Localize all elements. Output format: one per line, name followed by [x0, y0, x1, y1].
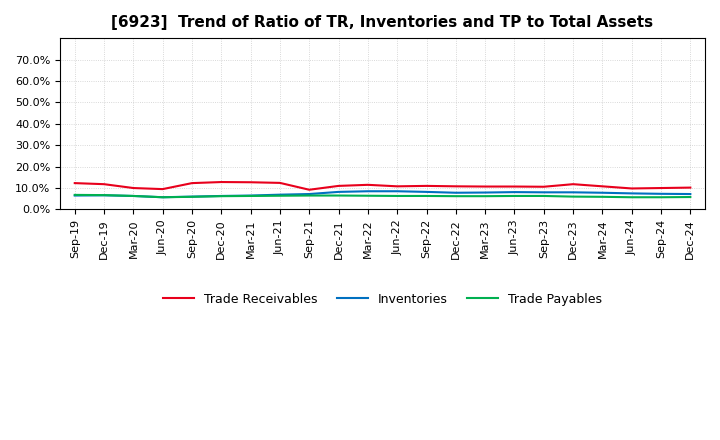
- Inventories: [627, 191, 636, 196]
- Inventories: [71, 193, 79, 198]
- Trade Payables: [217, 194, 225, 199]
- Inventories: [451, 190, 460, 195]
- Trade Receivables: [100, 182, 109, 187]
- Trade Receivables: [217, 180, 225, 185]
- Trade Receivables: [598, 183, 607, 189]
- Trade Payables: [422, 193, 431, 198]
- Trade Receivables: [451, 183, 460, 189]
- Trade Payables: [686, 194, 695, 200]
- Trade Payables: [276, 193, 284, 198]
- Line: Trade Receivables: Trade Receivables: [75, 182, 690, 190]
- Trade Payables: [627, 194, 636, 200]
- Trade Payables: [393, 193, 402, 198]
- Inventories: [217, 193, 225, 198]
- Trade Receivables: [188, 180, 197, 186]
- Inventories: [598, 190, 607, 195]
- Inventories: [481, 190, 490, 195]
- Inventories: [129, 193, 138, 198]
- Inventories: [422, 189, 431, 194]
- Trade Receivables: [627, 186, 636, 191]
- Trade Receivables: [334, 183, 343, 188]
- Trade Receivables: [686, 185, 695, 190]
- Trade Payables: [129, 193, 138, 198]
- Trade Payables: [657, 194, 665, 200]
- Inventories: [569, 190, 577, 195]
- Inventories: [246, 193, 255, 198]
- Trade Receivables: [569, 182, 577, 187]
- Trade Payables: [481, 194, 490, 199]
- Legend: Trade Receivables, Inventories, Trade Payables: Trade Receivables, Inventories, Trade Pa…: [158, 288, 607, 311]
- Inventories: [657, 191, 665, 196]
- Trade Payables: [71, 192, 79, 198]
- Trade Payables: [100, 192, 109, 198]
- Line: Trade Payables: Trade Payables: [75, 195, 690, 197]
- Title: [6923]  Trend of Ratio of TR, Inventories and TP to Total Assets: [6923] Trend of Ratio of TR, Inventories…: [112, 15, 654, 30]
- Inventories: [510, 190, 519, 195]
- Inventories: [393, 189, 402, 194]
- Trade Receivables: [305, 187, 314, 192]
- Trade Payables: [510, 193, 519, 198]
- Trade Receivables: [129, 185, 138, 191]
- Trade Payables: [246, 193, 255, 198]
- Trade Receivables: [393, 183, 402, 189]
- Trade Receivables: [158, 187, 167, 192]
- Trade Payables: [364, 193, 372, 198]
- Trade Receivables: [71, 180, 79, 186]
- Inventories: [188, 194, 197, 199]
- Trade Receivables: [481, 184, 490, 189]
- Inventories: [100, 193, 109, 198]
- Trade Receivables: [364, 182, 372, 187]
- Trade Payables: [598, 194, 607, 199]
- Trade Receivables: [539, 184, 548, 189]
- Inventories: [364, 189, 372, 194]
- Trade Receivables: [657, 185, 665, 191]
- Trade Payables: [334, 193, 343, 198]
- Trade Payables: [188, 194, 197, 199]
- Inventories: [276, 192, 284, 197]
- Trade Receivables: [510, 184, 519, 189]
- Trade Receivables: [246, 180, 255, 185]
- Trade Payables: [539, 193, 548, 198]
- Trade Payables: [569, 194, 577, 199]
- Inventories: [334, 189, 343, 194]
- Trade Payables: [451, 194, 460, 199]
- Trade Receivables: [422, 183, 431, 188]
- Line: Inventories: Inventories: [75, 191, 690, 197]
- Inventories: [686, 191, 695, 197]
- Trade Payables: [305, 193, 314, 198]
- Inventories: [158, 194, 167, 200]
- Trade Payables: [158, 194, 167, 200]
- Trade Receivables: [276, 180, 284, 186]
- Inventories: [539, 190, 548, 195]
- Inventories: [305, 191, 314, 197]
